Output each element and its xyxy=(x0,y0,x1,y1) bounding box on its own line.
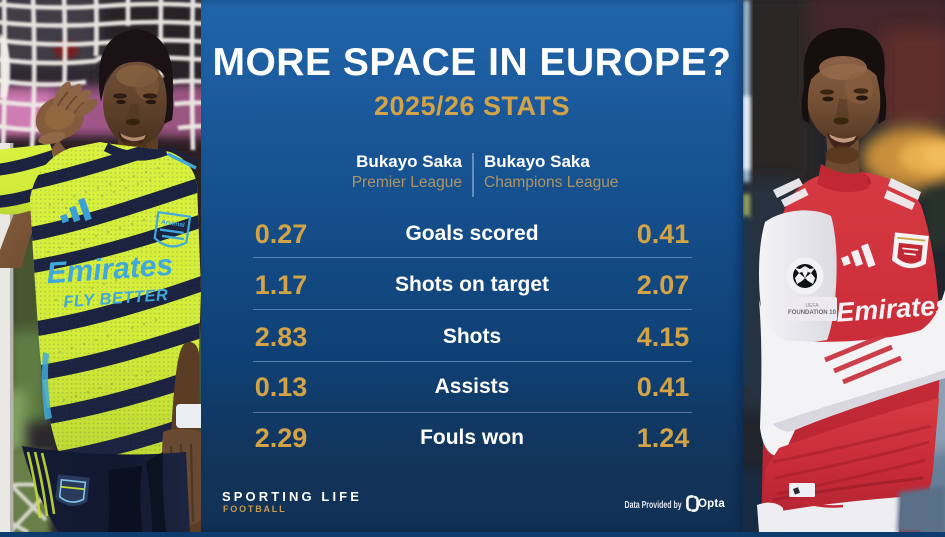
svg-text:UEFA: UEFA xyxy=(805,303,819,309)
svg-text:Arsenal: Arsenal xyxy=(161,219,186,229)
svg-text:FOUNDATION 10: FOUNDATION 10 xyxy=(788,310,837,316)
svg-text:Emirates: Emirates xyxy=(835,290,945,328)
